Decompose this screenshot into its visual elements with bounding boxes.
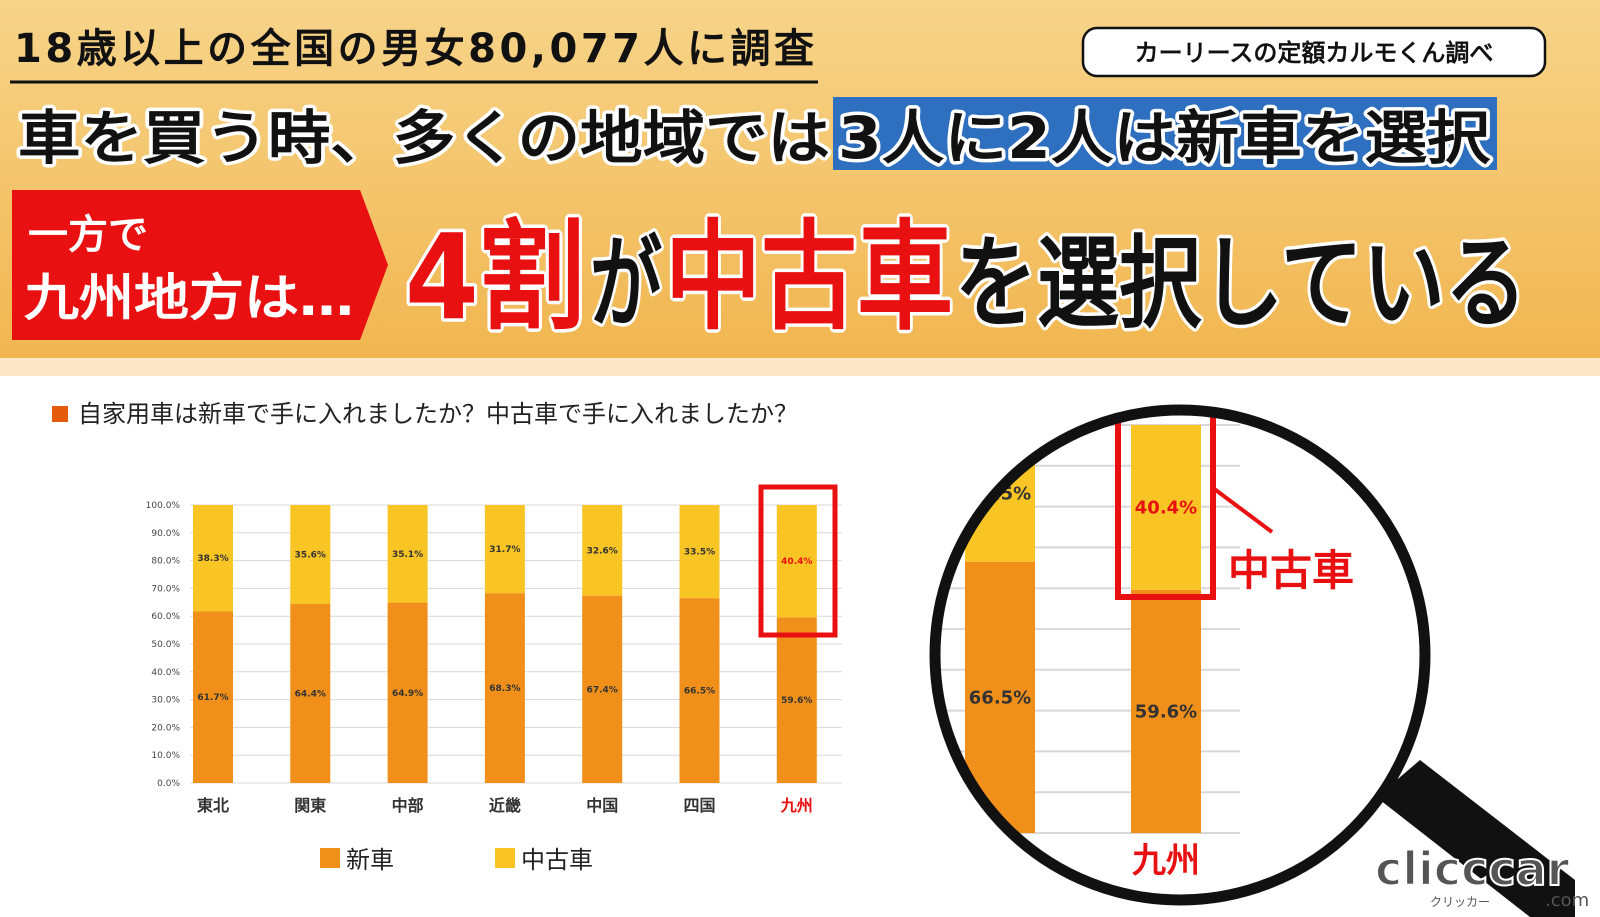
lens-handle [1380,760,1575,917]
bar-segment [679,598,720,783]
y-tick-label: 80.0% [151,557,180,567]
value-label: 59.6% [781,696,812,706]
x-tick-label: 関東 [294,796,326,815]
headline: 車を買う時、多くの地域では [18,104,830,172]
y-tick-label: 70.0% [151,584,180,594]
highlight-box [758,484,838,638]
callout-line [1211,486,1274,534]
legend-label: 新車 [346,846,394,874]
value-label: 66.5% [969,687,1031,708]
bar-segment [484,593,525,783]
value-label: 61.7% [197,693,228,703]
value-label: 31.7% [489,545,520,555]
bar-segment [1131,425,1201,590]
y-tick-label: 10.0% [151,751,180,761]
y-tick-label: 60.0% [151,612,180,622]
legend-label: 中古車 [521,846,593,874]
badge-text: 九州地方は… [24,269,354,327]
source-box [1081,26,1547,78]
x-tick-label: 近畿 [489,796,521,815]
callout-label: 中古車 [1228,546,1354,595]
value-label: 35.1% [392,550,423,560]
value-label: 64.9% [392,689,423,699]
y-tick-label: 90.0% [151,529,180,539]
y-tick-label: 50.0% [151,640,180,650]
big-text: が [590,225,662,342]
x-tick-label: 中部 [392,796,424,815]
x-tick-label: 九州 [1132,841,1200,881]
legend-swatch [495,848,515,868]
logo: clicccar [1375,842,1570,896]
value-label: 32.6% [587,546,618,556]
value-label: 40.4% [1135,497,1197,518]
big-text: 中古車 [665,208,953,346]
y-tick-label: 40.0% [151,668,180,678]
badge-arrow [12,190,388,340]
x-tick-label: 東北 [197,796,229,815]
bar-segment [193,611,233,783]
logo-domain: .com [1545,890,1589,911]
highlight-box [833,97,1497,170]
bar-segment [776,617,817,783]
value-label: 33.5% [684,548,715,558]
value-label: 38.3% [197,554,228,564]
big-text: 4割 [405,208,585,346]
value-label: 35.6% [295,550,326,560]
value-label: 64.4% [295,689,326,699]
bar-segment [387,505,428,603]
x-tick-label: 九州 [780,796,813,815]
bar-segment [582,595,623,783]
y-tick-label: 100.0% [146,501,181,511]
badge-text: 一方で [28,212,148,258]
value-label: 68.3% [489,684,520,694]
value-label: 59.6% [1135,701,1197,722]
x-tick-label: 四国 [683,796,715,815]
bar-segment [484,505,525,594]
bar-segment [582,505,623,596]
bar-segment [290,505,331,604]
lens-rim [929,404,1431,906]
legend-swatch [320,848,340,868]
survey-text: 18歳以上の全国の男女80,077人に調査 [14,26,814,72]
headline-highlight: 3人に2人は新車を選択 [838,104,1491,172]
value-label: 66.5% [684,687,715,697]
value-label: 67.4% [587,685,618,695]
chart-title: 自家用車は新車で手に入れましたか？中古車で手に入れましたか？ [78,400,798,428]
y-tick-label: 30.0% [151,696,180,706]
bar-segment [1131,589,1201,833]
highlight-box [1115,415,1216,600]
bar-segment [387,602,428,783]
x-tick-label: 中国 [586,796,618,815]
bar-segment [193,505,233,612]
y-tick-label: 0.0% [157,779,180,789]
big-text: を選択している [955,225,1527,342]
bar-segment [290,603,331,783]
bar-segment [679,505,720,599]
y-tick-label: 20.0% [151,723,180,733]
bar-segment [776,505,817,618]
logo-sub: クリッカー [1430,895,1490,909]
plot: 0.0% 10.0% 20.0% 30.0% 40.0% 50.0% 60.0% 70.0% 8… [146,484,842,874]
title-marker [52,406,68,422]
header-fade [0,358,1600,376]
value-label: 40.4% [781,557,812,567]
source-text: カーリースの定額カルモくん調べ [1135,39,1494,67]
